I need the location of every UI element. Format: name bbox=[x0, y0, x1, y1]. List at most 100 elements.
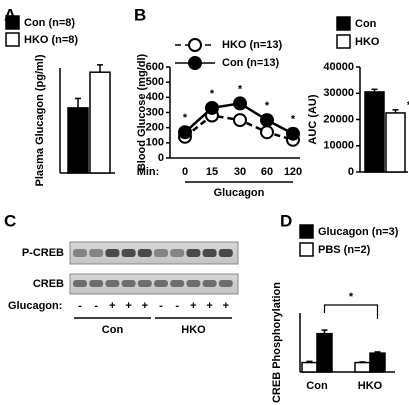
y-tick-label: 0 bbox=[158, 152, 164, 164]
x-tick-label: 60 bbox=[261, 166, 273, 178]
blot-band bbox=[154, 280, 168, 287]
significance-label: * bbox=[210, 88, 215, 100]
blot-band bbox=[186, 249, 201, 257]
x-axis-label: Glucagon bbox=[214, 187, 265, 199]
y-tick-label: 100 bbox=[146, 137, 164, 149]
significance-label: * bbox=[407, 100, 409, 112]
bar bbox=[316, 332, 333, 373]
point bbox=[233, 113, 247, 128]
lane-sign: + bbox=[223, 300, 229, 312]
legend-label: HKO (n=8) bbox=[24, 34, 78, 46]
lane-sign: + bbox=[109, 300, 115, 312]
significance-bracket bbox=[323, 304, 379, 319]
panel-label: C bbox=[4, 211, 16, 230]
group-label: Con bbox=[102, 324, 124, 336]
blot-band bbox=[105, 280, 120, 287]
blot-band bbox=[186, 280, 201, 287]
y-tick-label: 30000 bbox=[323, 87, 354, 99]
y-tick-label: 200 bbox=[146, 122, 164, 134]
lane-sign: - bbox=[159, 300, 163, 312]
panel-label: D bbox=[280, 211, 292, 230]
point bbox=[205, 100, 219, 115]
point bbox=[286, 126, 300, 141]
y-tick-label: 600 bbox=[146, 61, 164, 73]
blot-band bbox=[170, 249, 185, 257]
significance-label: * bbox=[183, 112, 188, 124]
significance-label: * bbox=[265, 100, 270, 112]
point bbox=[260, 113, 274, 128]
blot-band bbox=[73, 280, 87, 287]
legend-swatch bbox=[336, 16, 351, 31]
bar bbox=[89, 71, 111, 174]
x-prefix: Min: bbox=[137, 166, 160, 178]
lane-sign: + bbox=[142, 300, 148, 312]
legend-swatch bbox=[336, 34, 351, 49]
lane-sign: + bbox=[206, 300, 212, 312]
blot-band bbox=[73, 249, 87, 257]
blot-band bbox=[202, 249, 217, 257]
legend-label: HKO bbox=[355, 36, 380, 48]
bar bbox=[385, 112, 406, 173]
y-tick-label: 300 bbox=[146, 106, 164, 118]
bar bbox=[67, 107, 89, 174]
blot-band bbox=[218, 280, 233, 287]
legend-swatch bbox=[299, 242, 314, 257]
legend-label: PBS (n=2) bbox=[318, 244, 371, 256]
y-axis-label: AUC (AU) bbox=[307, 94, 319, 144]
legend-label: HKO (n=13) bbox=[222, 39, 283, 51]
legend-label: Glucagon (n=3) bbox=[318, 226, 399, 238]
y-tick-label: 500 bbox=[146, 76, 164, 88]
y-tick-label: 20000 bbox=[323, 113, 354, 125]
blot-band bbox=[137, 249, 152, 257]
lane-sign: - bbox=[78, 300, 82, 312]
bar bbox=[364, 91, 385, 173]
bar bbox=[301, 361, 318, 373]
blot-band bbox=[121, 280, 136, 287]
legend-label: Con (n=8) bbox=[24, 17, 75, 29]
blot-band bbox=[137, 280, 152, 287]
significance-label: * bbox=[291, 114, 296, 126]
legend-marker bbox=[188, 38, 202, 52]
y-axis-label: Plasma Glucagon (pg/ml) bbox=[34, 54, 46, 186]
lane-sign: - bbox=[94, 300, 98, 312]
blot-band bbox=[218, 249, 233, 257]
significance-label: * bbox=[349, 291, 354, 303]
x-tick-label: 120 bbox=[284, 166, 302, 178]
y-tick-label: 0 bbox=[348, 166, 354, 178]
lane-sign: - bbox=[175, 300, 179, 312]
blot-band bbox=[89, 249, 104, 257]
y-tick-label: 400 bbox=[146, 91, 164, 103]
blot-row-label: CREB bbox=[33, 278, 64, 290]
bar bbox=[354, 361, 371, 373]
y-tick-label: 10000 bbox=[323, 140, 354, 152]
legend-swatch bbox=[5, 32, 20, 47]
point bbox=[178, 125, 192, 140]
legend-swatch bbox=[299, 224, 314, 239]
blot-band bbox=[105, 249, 120, 257]
legend-label: Con (n=13) bbox=[222, 57, 279, 69]
legend-marker bbox=[188, 56, 202, 70]
panel-label: B bbox=[134, 5, 146, 24]
x-tick-label: 15 bbox=[206, 166, 218, 178]
y-tick-label: 40000 bbox=[323, 61, 354, 73]
treatment-label: Glucagon: bbox=[8, 300, 62, 312]
y-axis-label: Blood Glucose (mg/dl) bbox=[136, 54, 148, 172]
x-tick-label: 30 bbox=[234, 166, 246, 178]
blot-band bbox=[154, 249, 168, 257]
blot-band bbox=[202, 280, 217, 287]
bar bbox=[369, 352, 386, 373]
point bbox=[233, 96, 247, 111]
blot-row-label: P-CREB bbox=[22, 247, 64, 259]
blot-band bbox=[89, 280, 104, 287]
lane-sign: + bbox=[125, 300, 131, 312]
blot-band bbox=[170, 280, 185, 287]
y-axis-label: CREB Phosphorylation bbox=[271, 282, 283, 403]
point bbox=[260, 125, 274, 140]
blot-band bbox=[121, 249, 136, 257]
group-label: HKO bbox=[181, 324, 206, 336]
significance-label: * bbox=[238, 83, 243, 95]
x-tick-label: 0 bbox=[182, 166, 188, 178]
lane-sign: + bbox=[190, 300, 196, 312]
legend-label: Con bbox=[355, 18, 377, 30]
